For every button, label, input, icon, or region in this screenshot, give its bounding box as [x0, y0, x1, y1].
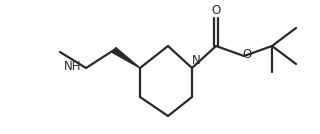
Text: O: O — [212, 5, 220, 18]
Text: N: N — [192, 53, 200, 66]
Text: O: O — [242, 49, 252, 62]
Text: NH: NH — [63, 60, 81, 74]
Polygon shape — [112, 48, 140, 68]
